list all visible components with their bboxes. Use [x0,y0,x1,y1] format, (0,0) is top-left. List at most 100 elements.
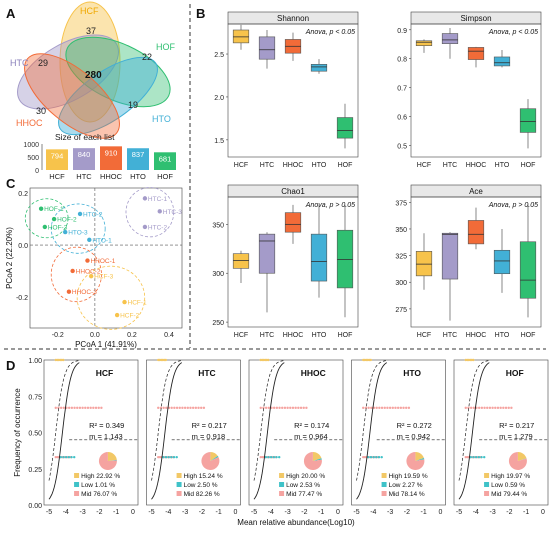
neutral-point-low [167,455,170,459]
boxplot-x-label: HCF [234,162,248,169]
neutral-legend-swatch [74,491,80,496]
neutral-legend-label: Mid 79.44 % [491,491,527,498]
neutral-legend-label: Mid 78.14 % [389,491,425,498]
boxplot-y-tick-label: 1.5 [214,138,224,145]
boxplot-box [284,212,302,233]
pcoa-y-tick: 0.0 [18,243,28,250]
neutral-point [157,406,160,410]
boxplot-box [493,249,511,275]
neutral-panel-name: HTC [198,368,215,378]
neutral-point-low [278,455,281,459]
boxplot-x-label: HTC [443,162,457,169]
neutral-x-tick: -5 [251,509,257,516]
pcoa-point-label: HOF-1 [44,206,64,213]
neutral-x-tick: -1 [523,509,529,516]
neutral-point-low [367,455,370,459]
neutral-point [302,406,305,410]
neutral-point [267,358,270,362]
boxplot-title: Simpson [460,14,491,23]
pcoa-group-ellipse [125,187,175,238]
neutral-point-low [172,455,176,459]
neutral-y-tick: 0.75 [28,394,42,401]
neutral-x-tick: -5 [46,509,52,516]
neutral-point [388,406,392,410]
neutral-point [394,406,397,410]
neutral-point [70,406,74,410]
neutral-pie-slice [312,452,322,461]
neutral-point [164,358,168,362]
neutral-point [197,406,200,410]
neutral-legend-swatch [176,482,182,487]
neutral-point [73,406,76,410]
pcoa-point [142,224,148,230]
boxplot-box [310,64,328,72]
neutral-point [362,455,365,459]
neutral-point [186,406,189,410]
boxplot-box [336,229,354,289]
neutral-point [57,406,60,410]
neutral-x-tick: -2 [506,509,512,516]
pcoa-point-label: HTO-3 [68,230,88,237]
pcoa-group-ellipse [76,265,146,330]
neutral-point-low [62,455,65,459]
neutral-point [294,406,297,410]
neutral-point [291,406,295,410]
size-bar-value: 840 [78,150,91,159]
pcoa-frame [29,187,183,329]
boxplot-y-tick-label: 0.9 [397,28,407,35]
neutral-legend-label: High 20.00 % [286,473,325,480]
boxplot-y-tick-label: 300 [212,271,224,278]
neutral-x-tick: 0 [439,509,443,516]
boxplot-box [467,220,485,245]
boxplot-x-label: HOF [521,162,536,169]
boxplot-x-label: HTO [495,332,510,339]
pcoa-point-label: HCF-1 [128,300,148,307]
size-y-tick: 1000 [23,142,39,149]
size-bar [100,146,122,170]
neutral-pie-slice [107,459,117,461]
neutral-point-low [170,455,173,459]
boxplot-title: Ace [469,187,483,196]
neutral-point [362,406,365,410]
pcoa-point-label: HCF-2 [120,313,140,320]
neutral-point [173,406,176,410]
boxplot-y-tick-label: 0.5 [397,143,407,150]
size-bar-label: HCF [49,172,65,181]
pcoa-point [87,237,92,243]
neutral-x-tick: -5 [353,509,359,516]
neutral-point [507,406,510,410]
neutral-point [165,406,168,410]
neutral-point-low [469,455,472,459]
neutral-point [464,455,467,459]
boxplot-frame [410,23,542,158]
pcoa-point [114,312,120,318]
neutral-frame [351,359,446,506]
venn-set-label-htc: HTC [10,58,29,68]
pcoa-point-label: HOF-2 [57,217,77,224]
neutral-pie-slice [508,452,527,470]
neutral-x-label: Mean relative abundance(Log10) [237,518,355,527]
neutral-point [496,406,500,410]
neutral-point [54,406,57,410]
neutral-point [54,455,57,459]
boxplot-x-label: HOF [521,332,536,339]
pcoa-point-label: HHOC-1 [90,258,115,265]
neutral-pie-slice [210,452,218,461]
neutral-point [272,406,276,410]
boxplot-x-label: HTC [443,332,457,339]
neutral-legend-label: High 19.97 % [491,473,530,480]
boxplot-box [441,232,459,280]
boxplot-frame [227,23,359,158]
neutral-frame [43,359,139,506]
boxplot-x-label: HTC [260,162,274,169]
neutral-point-low [164,455,168,459]
neutral-point-low [64,455,68,459]
neutral-point [494,406,497,410]
boxplot-stat-note: Anova, p < 0.05 [488,29,538,36]
boxplot-box [519,241,537,299]
venn-set-label-hcf: HCF [80,6,99,16]
pcoa-point [85,258,90,263]
pcoa-y-tick: 0.2 [18,191,28,198]
neutral-y-tick: 0.25 [28,467,42,474]
neutral-legend-swatch [381,473,387,478]
